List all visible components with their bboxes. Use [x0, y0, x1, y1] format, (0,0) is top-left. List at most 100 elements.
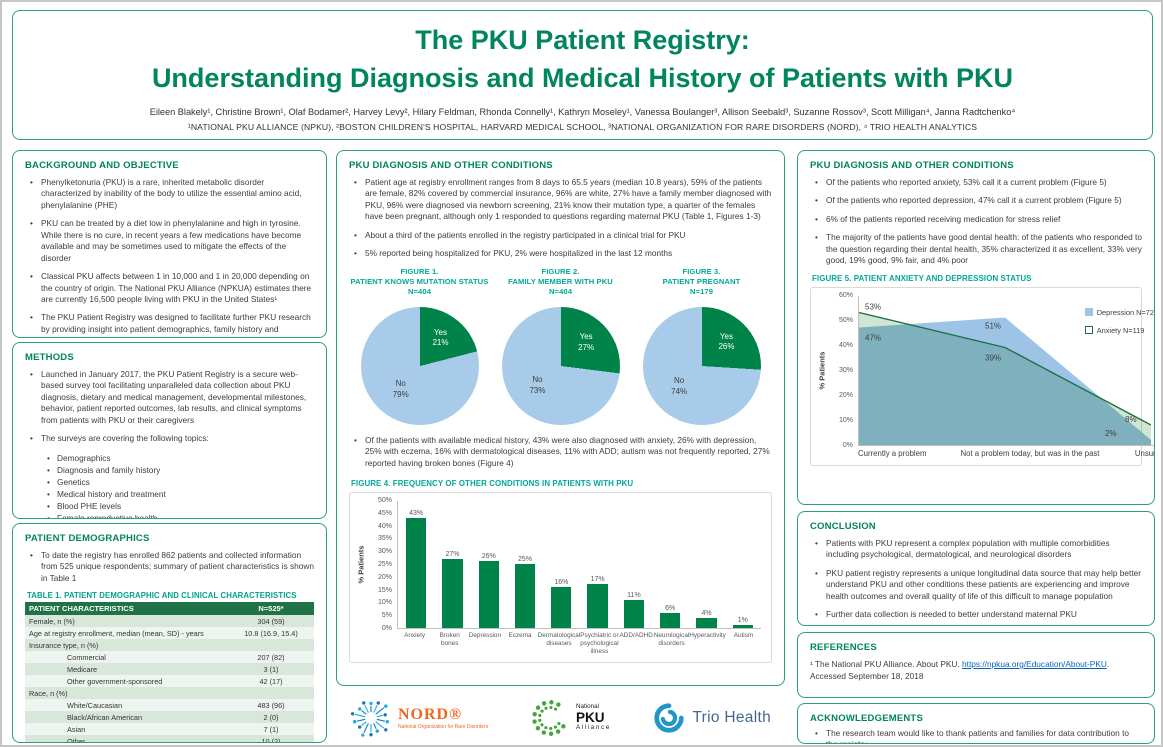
y-axis-tick: 35%	[377, 535, 392, 543]
diagnosis-right-bullet-list: Of the patients who reported anxiety, 53…	[810, 177, 1142, 267]
area-point-label: 47%	[865, 333, 881, 342]
figure3-caption-line2: PATIENT PREGNANT	[662, 276, 741, 286]
y-axis-tick: 0%	[842, 441, 853, 449]
depression-legend-label: Depression N=72	[1096, 307, 1154, 317]
figure5-plot-area: Depression N=72 Anxiety N=119 47% 51% 2% 53…	[858, 295, 1154, 446]
anxiety-line	[859, 311, 1151, 426]
table-cell-value: 7 (1)	[263, 724, 279, 734]
bullet-item: Classical PKU affects between 1 in 10,00…	[30, 271, 314, 305]
y-axis-tick: 15%	[377, 586, 392, 594]
bar	[696, 617, 717, 628]
bullet-item: The surveys are covering the following t…	[30, 433, 314, 445]
table-cell-label: Other	[67, 736, 86, 743]
npku-wordmark-national: National	[575, 702, 600, 710]
demographics-heading: PATIENT DEMOGRAPHICS	[25, 533, 150, 544]
bar	[442, 558, 463, 628]
bullet-item: 5% reported being hospitalized for PKU, …	[354, 248, 772, 260]
reference-text-suffix: . Accessed September 18, 2018	[810, 659, 1110, 681]
acknowledgements-heading: ACKNOWLEDGEMENTS	[810, 713, 923, 724]
x-axis-label: Neurological disorders	[653, 631, 690, 647]
area-point-label: 2%	[1105, 429, 1117, 438]
figure1-n-label: N=404	[407, 287, 432, 297]
bar	[623, 599, 645, 628]
figure4-x-axis: Anxiety Broken bones Depression Eczema Derma…	[397, 629, 761, 656]
table-cell-value	[228, 687, 314, 699]
figure2-n-label: N=404	[548, 287, 573, 297]
table-cell-label: Medicare	[67, 664, 98, 674]
bullet-item: Blood PHE levels	[47, 500, 314, 512]
table-cell-value: 2 (0)	[263, 712, 279, 722]
x-axis-label: Broken bones	[439, 631, 460, 647]
x-axis-label: Psychiatric or psychological illness	[580, 631, 619, 655]
figure4-chart: % Patients 0% 5% 10% 15% 20% 25% 30% 35% 40% 45% 5…	[349, 491, 772, 663]
reference-entry: ¹ The National PKU Alliance. About PKU. …	[810, 659, 1142, 682]
bullet-item: PKU can be treated by a diet low in phen…	[30, 218, 314, 264]
figure4-title: FIGURE 4. FREQUENCY OF OTHER CONDITIONS …	[351, 478, 634, 488]
pie-slice-label: Yes 21%	[432, 328, 449, 348]
table1-header-row: PATIENT CHARACTERISTICS N=525*	[25, 602, 314, 616]
table-cell-label: Other government-sponsored	[67, 676, 163, 686]
y-axis-tick: 30%	[838, 366, 853, 374]
pie-slice-label: No 73%	[529, 375, 546, 395]
npku-wordmark-pku: PKU	[575, 709, 605, 725]
bar-value-label: 16%	[554, 578, 569, 586]
pku-diagnosis-right-panel: PKU DIAGNOSIS AND OTHER CONDITIONS Of th…	[797, 150, 1155, 505]
figure4-y-axis-title: % Patients	[356, 545, 365, 584]
y-axis-tick: 40%	[838, 341, 853, 349]
trio-health-logo: Trio Health	[652, 701, 771, 735]
table-cell-value: 10.8 (16.9, 15.4)	[244, 628, 298, 638]
reference-link[interactable]: https://npkua.org/Education/About-PKU	[962, 659, 1107, 669]
figure2-caption: FIGURE 2. FAMILY MEMBER WITH PKU N=404	[508, 267, 613, 299]
npku-ring-icon	[532, 700, 566, 736]
pie-figures-row: FIGURE 1. PATIENT KNOWS MUTATION STATUS …	[349, 267, 772, 425]
bar-value-label: 43%	[409, 509, 424, 517]
table-row: Race, n (%)	[25, 687, 314, 700]
bullet-item: Demographics	[47, 452, 314, 464]
anxiety-legend-swatch	[1084, 326, 1093, 335]
table-cell-value: 42 (17)	[259, 676, 283, 686]
bar-value-label: 6%	[665, 604, 676, 612]
nord-wordmark: NORD®	[398, 705, 463, 723]
table-row: Insurance type, n (%)	[25, 639, 314, 652]
bar-value-label: 17%	[590, 576, 605, 584]
diagnosis-mid-postpie-bullets: Of the patients with available medical h…	[349, 435, 772, 469]
depression-legend-swatch	[1084, 308, 1093, 317]
bar-cell: 26%	[471, 501, 507, 628]
conclusion-bullet-list: Patients with PKU represent a complex po…	[810, 538, 1142, 621]
patient-demographics-panel: PATIENT DEMOGRAPHICS To date the registr…	[12, 523, 327, 743]
affiliations-line: ¹NATIONAL PKU ALLIANCE (NPKU), ²BOSTON C…	[187, 122, 978, 133]
bar	[405, 517, 427, 628]
npku-logo: National PKU Alliance	[530, 698, 611, 738]
bullet-item: Of the patients with available medical h…	[354, 435, 772, 469]
y-axis-tick: 20%	[838, 391, 853, 399]
bar	[732, 625, 753, 628]
table-row: Age at registry enrollment, median (mean…	[25, 627, 314, 640]
references-heading: REFERENCES	[810, 642, 877, 653]
x-axis-label: Eczema	[508, 631, 532, 639]
x-axis-label: Currently a problem	[858, 448, 927, 458]
bullet-item: Further data collection is needed to bet…	[815, 609, 1142, 621]
bullet-item: To date the registry has enrolled 862 pa…	[30, 550, 314, 584]
pie-slice-label: Yes 27%	[578, 332, 595, 352]
bullet-item: About a third of the patients enrolled i…	[354, 230, 772, 242]
pie-slice-label: No 74%	[671, 376, 688, 396]
table1-patient-characteristics: PATIENT CHARACTERISTICS N=525* Female, n…	[25, 602, 314, 743]
table-cell-label: Insurance type, n (%)	[29, 640, 99, 650]
bullet-item: PKU patient registry represents a unique…	[815, 568, 1142, 602]
figure1-column: FIGURE 1. PATIENT KNOWS MUTATION STATUS …	[349, 267, 490, 425]
x-axis-label: ADD/ADHD	[619, 631, 653, 639]
bar-cell: 17%	[579, 501, 615, 628]
bar	[660, 612, 681, 628]
bar-cell: 27%	[434, 501, 470, 628]
bar-value-label: 25%	[518, 555, 533, 563]
table-row: Other 10 (2)	[25, 735, 314, 743]
table-row: White/Caucasian 483 (96)	[25, 699, 314, 712]
x-axis-label: Depression	[468, 631, 502, 639]
figure4-plot-area: 43% 27% 26% 25% 16% 17% 11% 6% 4% 1%	[397, 500, 761, 629]
legend-anxiety: Anxiety N=119	[1084, 326, 1154, 335]
acknowledgements-panel: ACKNOWLEDGEMENTS The research team would…	[797, 703, 1155, 744]
bullet-item: Patients with PKU represent a complex po…	[815, 538, 1142, 561]
methods-topics-list: DemographicsDiagnosis and family history…	[25, 452, 314, 518]
diagnosis-mid-bullet-list: Patient age at registry enrollment range…	[349, 177, 772, 260]
